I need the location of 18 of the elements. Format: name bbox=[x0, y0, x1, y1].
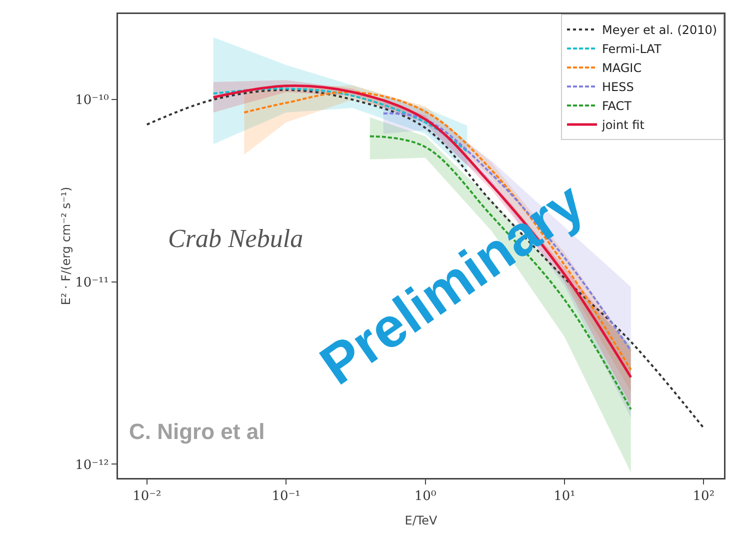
y-axis-title: E² · F/(erg cm⁻² s⁻¹) bbox=[59, 186, 74, 306]
legend-label: FACT bbox=[602, 99, 632, 114]
x-tick-label: 10⁻² bbox=[132, 489, 162, 504]
y-tick-label: 10⁻¹² bbox=[75, 458, 109, 473]
legend-label: Fermi-LAT bbox=[602, 42, 662, 56]
legend-label: MAGIC bbox=[602, 61, 642, 76]
annotation: C. Nigro et al bbox=[129, 419, 265, 444]
legend-label: Meyer et al. (2010) bbox=[602, 23, 718, 38]
x-tick-label: 10² bbox=[692, 489, 715, 504]
x-axis-title: E/TeV bbox=[404, 514, 438, 528]
annotation: Crab Nebula bbox=[168, 224, 304, 253]
x-tick-label: 10⁻¹ bbox=[272, 489, 300, 504]
legend-label: joint fit bbox=[601, 118, 645, 132]
x-tick-label: 10⁰ bbox=[414, 489, 436, 504]
legend-label: HESS bbox=[602, 80, 634, 94]
x-tick-label: 10¹ bbox=[554, 489, 576, 504]
y-tick-label: 10⁻¹¹ bbox=[75, 275, 109, 290]
y-tick-label: 10⁻¹⁰ bbox=[75, 93, 109, 108]
